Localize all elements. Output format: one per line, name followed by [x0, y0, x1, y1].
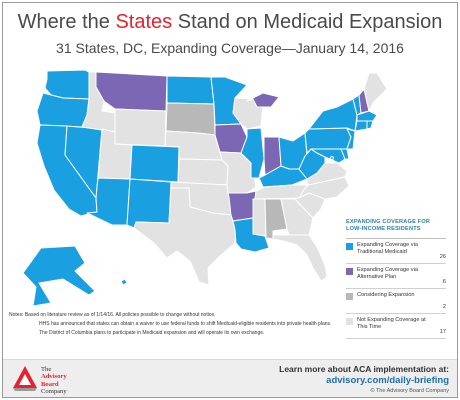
logo-text: The Advisory Board Company — [41, 366, 77, 396]
state-co[interactable] — [129, 144, 180, 183]
title-suffix: Stand on Medicaid Expansion — [172, 11, 443, 33]
legend-item-alternative: Expanding Coverage via Alternative Plan … — [346, 264, 446, 289]
state-il[interactable] — [240, 127, 265, 179]
legend-label: Considering Expansion — [357, 292, 415, 298]
legend-count: 17 — [439, 329, 446, 335]
state-nd[interactable] — [166, 75, 215, 105]
legend-item-not-expanding: Not Expanding Coverage at This Time 17 — [346, 314, 446, 339]
advisory-board-logo[interactable]: The Advisory Board Company — [11, 364, 71, 395]
title-highlight: States — [115, 11, 173, 33]
state-ri[interactable] — [366, 120, 374, 130]
legend-label: Not Expanding Coverage at This Time — [357, 317, 426, 330]
logo-line-4: Company — [41, 388, 67, 396]
state-ak[interactable] — [22, 245, 96, 307]
legend-count: 26 — [439, 254, 446, 260]
promo: Learn more about ACA implementation at: … — [279, 364, 449, 395]
state-fl[interactable] — [272, 234, 328, 282]
legend-item-considering: Considering Expansion 2 — [346, 289, 446, 314]
title-prefix: Where the — [17, 11, 116, 33]
state-hi[interactable] — [120, 278, 128, 286]
note-source: Notes: Based on literature review as of … — [9, 312, 216, 318]
state-ms[interactable] — [252, 198, 267, 237]
legend: EXPANDING COVERAGE FOR LOW-INCOME RESIDE… — [346, 219, 446, 339]
legend-rows: Expanding Coverage via Traditional Medic… — [346, 238, 446, 339]
state-shapes — [22, 69, 388, 307]
state-me[interactable] — [363, 72, 388, 112]
state-tx[interactable] — [133, 187, 237, 286]
note-dc: The District of Columbia plans to partic… — [39, 330, 265, 336]
state-nm[interactable] — [126, 178, 172, 229]
us-map — [22, 69, 388, 307]
swatch-not-expanding — [346, 318, 353, 325]
logo-line-2: Advisory — [41, 373, 67, 381]
state-ks[interactable] — [177, 158, 229, 186]
state-dc[interactable] — [330, 156, 334, 160]
logo-line-1: The — [41, 366, 52, 373]
swatch-traditional — [346, 243, 353, 250]
state-ar[interactable] — [227, 190, 257, 222]
state-mi[interactable] — [246, 92, 280, 108]
swatch-considering — [346, 293, 353, 300]
promo-text: Learn more about ACA implementation at: — [279, 364, 449, 374]
legend-count: 6 — [442, 279, 446, 285]
page-subtitle: 31 States, DC, Expanding Coverage—Januar… — [56, 40, 404, 56]
page-title: Where the States Stand on Medicaid Expan… — [3, 11, 457, 34]
legend-count: 2 — [442, 304, 446, 310]
footer: The Advisory Board Company Learn more ab… — [3, 359, 457, 397]
state-ma[interactable] — [356, 110, 378, 122]
legend-label: Expanding Coverage via Traditional Medic… — [357, 242, 418, 255]
copyright: © The Advisory Board Company — [370, 388, 449, 394]
logo-mark-icon — [13, 366, 37, 391]
state-sd[interactable] — [165, 102, 216, 136]
state-de[interactable] — [340, 148, 350, 160]
legend-title: EXPANDING COVERAGE FOR LOW-INCOME RESIDE… — [346, 219, 431, 232]
daily-briefing-link[interactable]: advisory.com/daily-briefing — [326, 375, 449, 386]
state-mt[interactable] — [95, 71, 168, 112]
swatch-alternative — [346, 268, 353, 275]
legend-label: Expanding Coverage via Alternative Plan — [357, 267, 418, 280]
state-ct[interactable] — [354, 120, 368, 132]
note-hhs-waiver: HHS has announced that states can obtain… — [39, 321, 332, 327]
legend-item-traditional: Expanding Coverage via Traditional Medic… — [346, 239, 446, 264]
state-ny[interactable] — [308, 98, 358, 132]
logo-line-3: Board — [41, 380, 59, 388]
state-wy[interactable] — [114, 108, 167, 147]
notes: Notes: Based on literature review as of … — [9, 312, 339, 339]
